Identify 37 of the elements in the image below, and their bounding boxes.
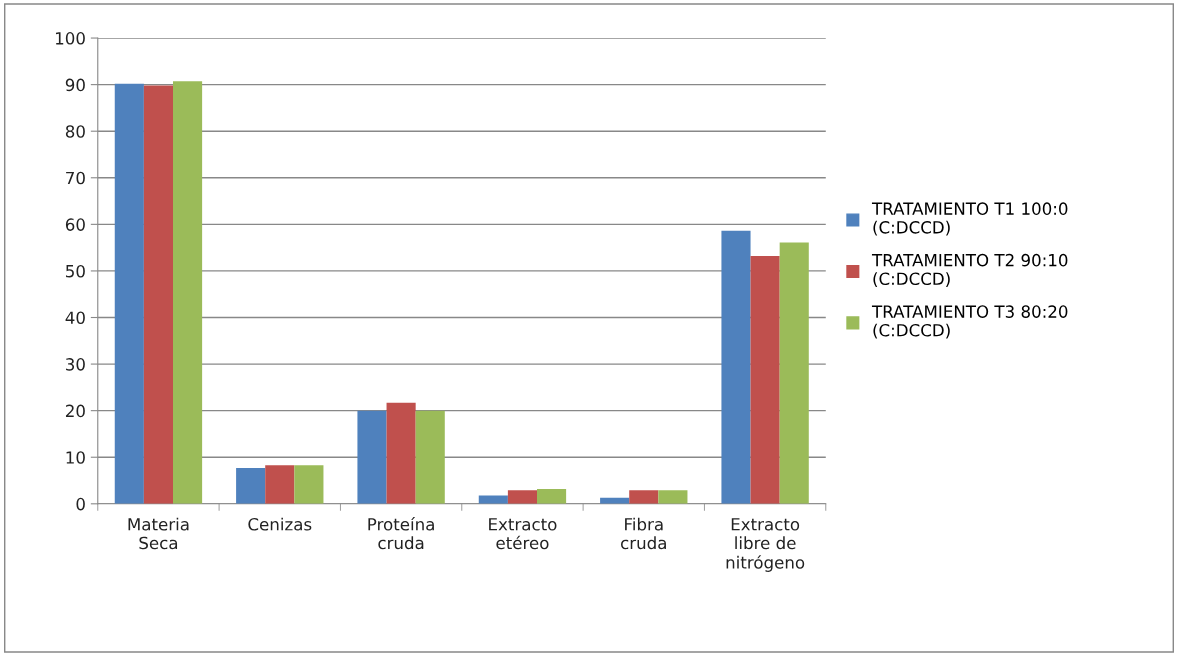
bar (537, 488, 567, 504)
y-tick-label: 20 (65, 404, 85, 418)
bar (721, 230, 751, 504)
bar (357, 410, 387, 504)
y-tick-label: 80 (65, 125, 85, 138)
x-tick-label: Extracto libre de nitrógeno (726, 518, 805, 572)
bar (294, 465, 324, 504)
x-tick-label: Extracto etéreo (489, 518, 557, 550)
bar (236, 467, 266, 504)
bar (265, 465, 295, 504)
bar (114, 83, 144, 504)
y-tick-label: 100 (55, 32, 85, 45)
y-tick-label: 40 (65, 311, 85, 325)
x-tick-label: Materia Seca (128, 517, 189, 550)
bar (415, 410, 445, 504)
bar (779, 242, 809, 504)
x-tick-label: Cenizas (248, 517, 312, 531)
y-tick-label: 90 (65, 78, 85, 92)
legend-label: TRATAMIENTO T1 100:0 (C:DCCD) (871, 202, 1068, 236)
y-tick-label: 30 (66, 358, 85, 371)
bar (143, 85, 173, 504)
bar (478, 495, 508, 504)
legend-label: TRATAMIENTO T3 80:20 (C:DCCD) (871, 305, 1068, 339)
x-tick-label: Fibra cruda (621, 517, 666, 550)
x-tick-label: Proteína cruda (368, 517, 434, 550)
y-tick-label: 60 (65, 218, 85, 231)
y-tick-label: 70 (66, 171, 85, 185)
y-tick-label: 0 (76, 497, 85, 511)
bar (173, 81, 203, 504)
y-tick-label: 10 (66, 451, 85, 464)
bar (750, 256, 780, 504)
bar (386, 402, 416, 504)
bar (507, 490, 537, 504)
y-tick-label: 50 (66, 264, 85, 278)
legend-label: TRATAMIENTO T2 90:10 (C:DCCD) (871, 253, 1068, 288)
bar (658, 490, 688, 504)
bar (629, 490, 659, 504)
